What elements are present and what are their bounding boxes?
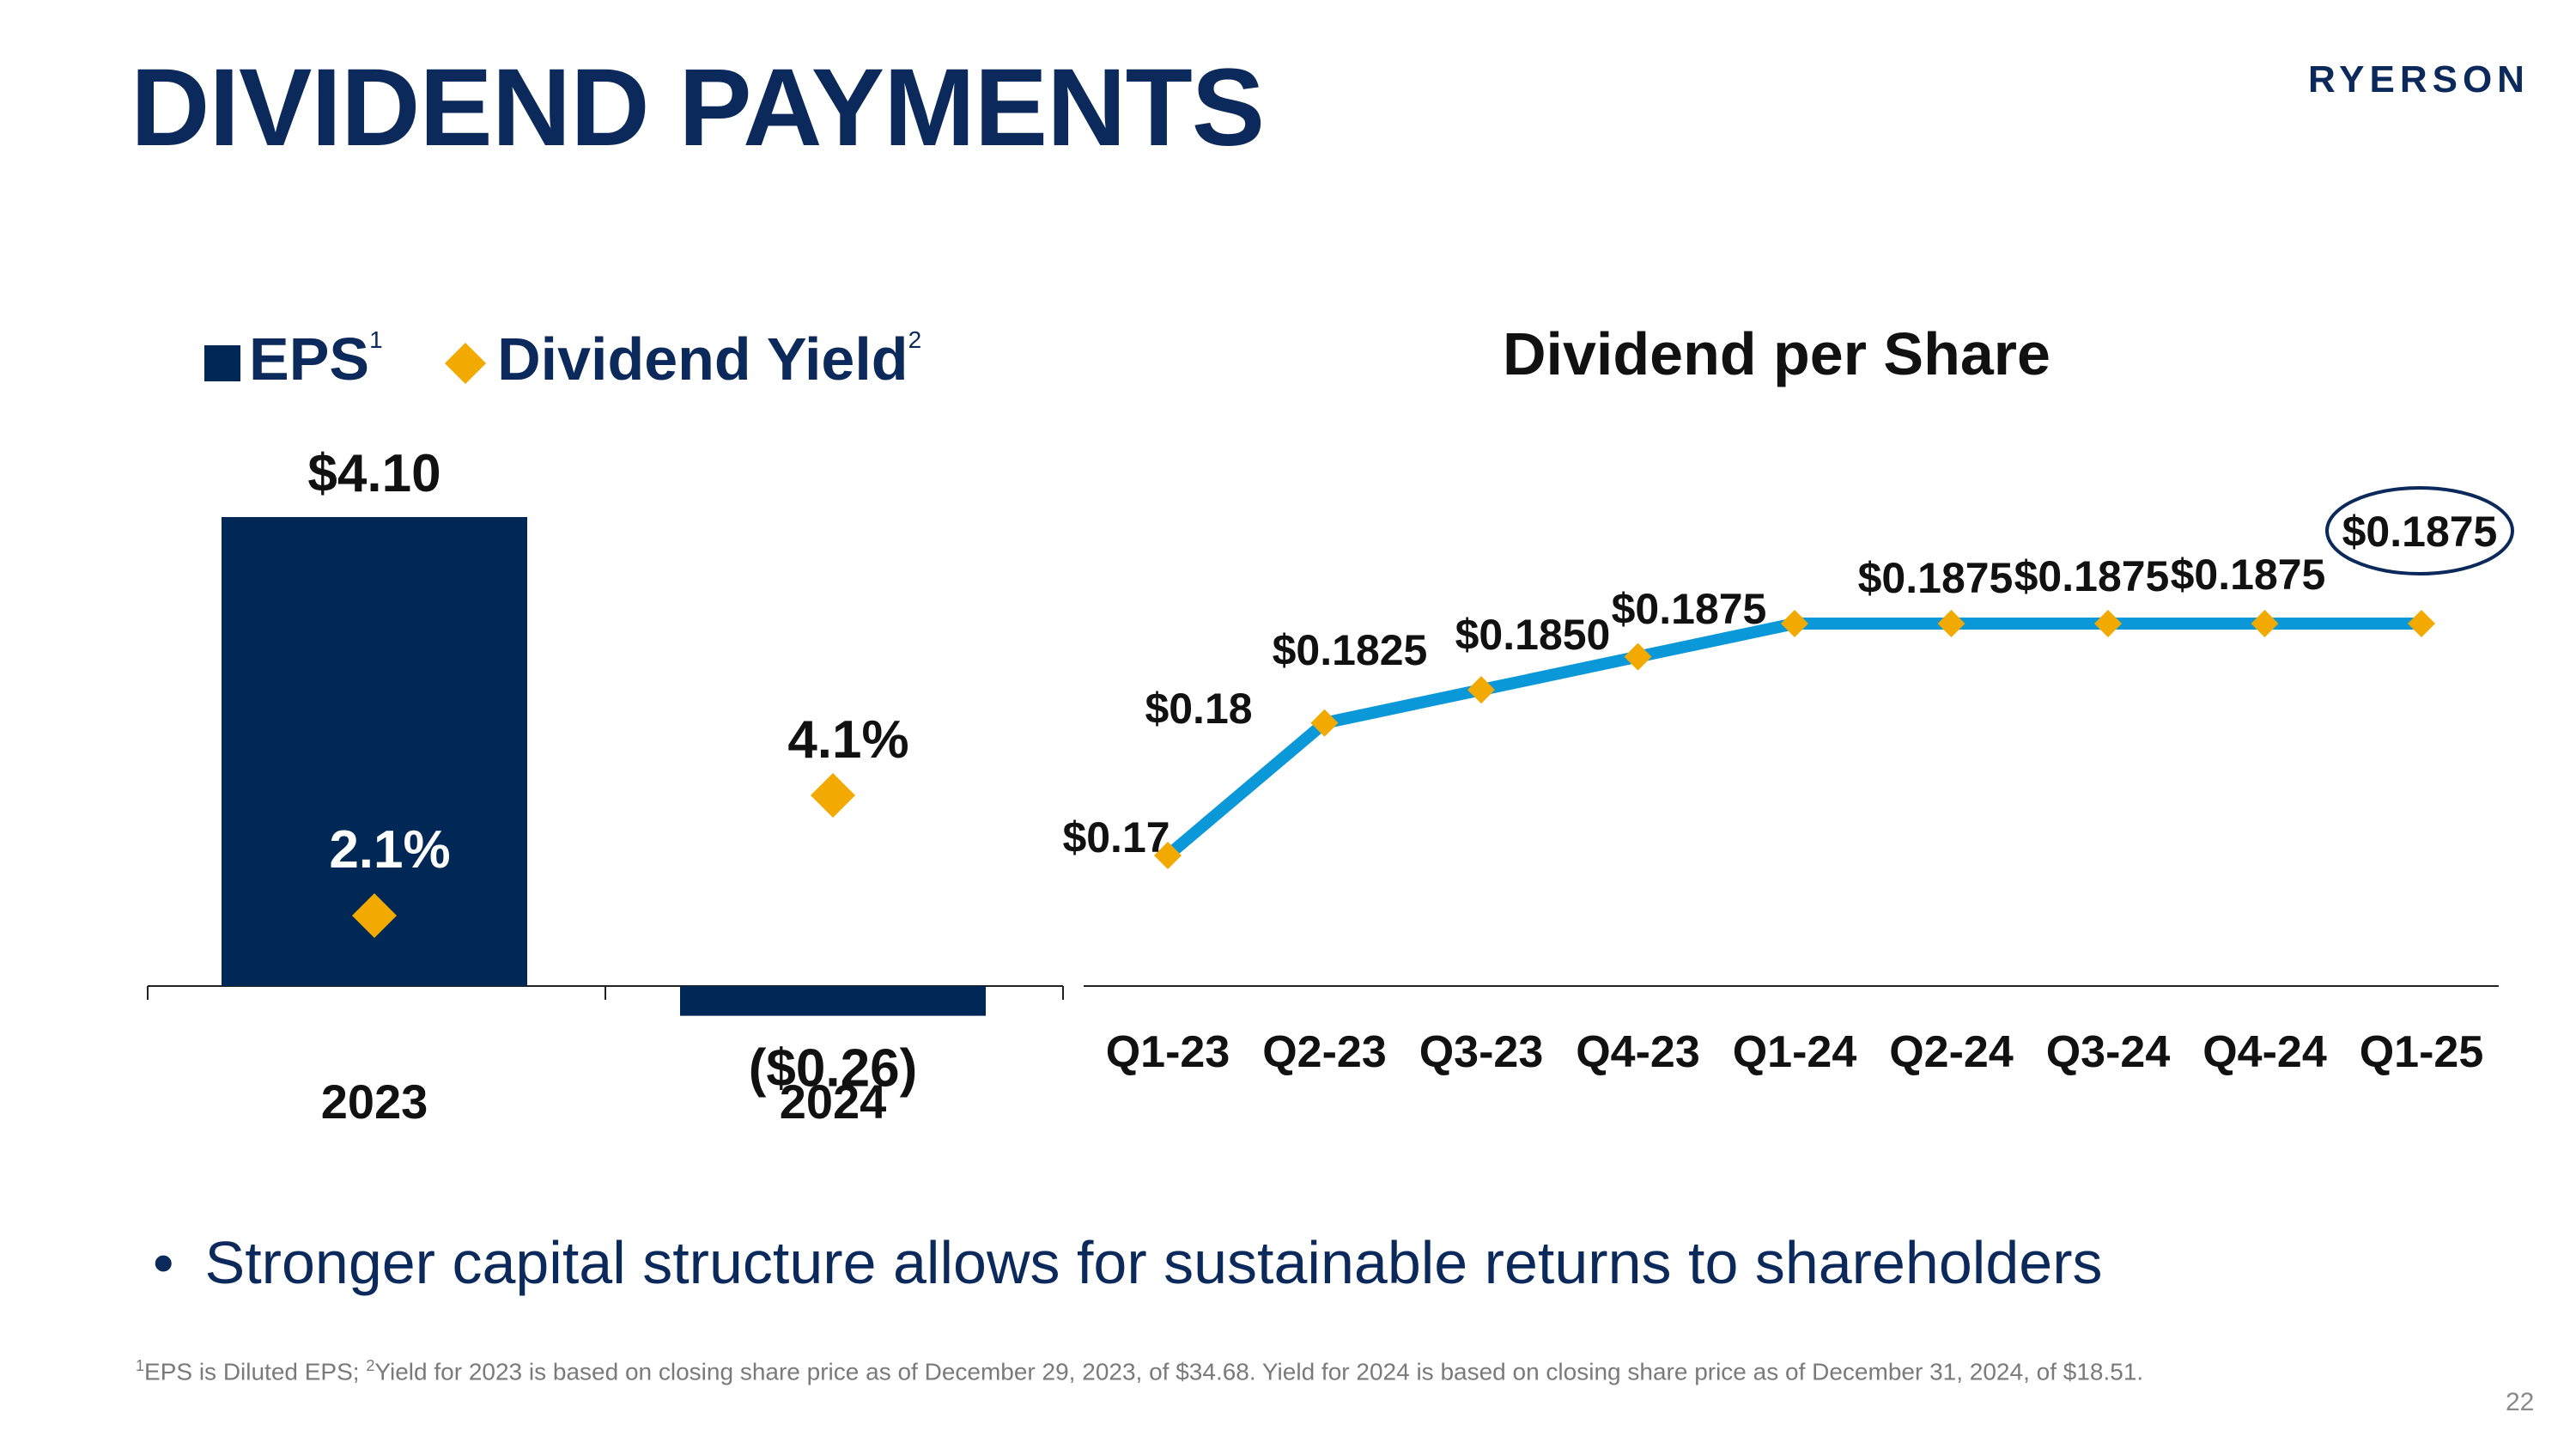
dps-point-Q3-23 xyxy=(1467,676,1495,704)
dps-value-label: $0.1875 xyxy=(2342,508,2498,556)
dps-value-label: $0.1875 xyxy=(1612,585,1767,633)
dps-point-Q2-24 xyxy=(1937,610,1965,637)
ryerson-logo: RYERSON xyxy=(2308,58,2530,100)
footnote-part2: Yield for 2023 is based on closing share… xyxy=(374,1358,2144,1385)
dps-category-label: Q3-23 xyxy=(1419,1027,1544,1077)
yield-diamond-2023 xyxy=(352,893,397,938)
eps-category-label: 2023 xyxy=(321,1075,428,1129)
footnote-part1: EPS is Diluted EPS; xyxy=(144,1358,367,1385)
legend-eps-sup: 1 xyxy=(369,326,383,353)
eps-bar-2024 xyxy=(680,986,986,1016)
bullet-point: • Stronger capital structure allows for s… xyxy=(153,1228,2103,1297)
dps-category-label: Q2-24 xyxy=(1889,1027,2014,1077)
footnote-sup2: 2 xyxy=(366,1357,375,1374)
dps-point-Q4-23 xyxy=(1624,642,1652,671)
dps-category-label: Q1-25 xyxy=(2360,1027,2484,1077)
dps-value-label: $0.18 xyxy=(1145,685,1252,733)
dps-category-label: Q2-23 xyxy=(1262,1027,1387,1077)
dps-value-label: $0.1875 xyxy=(1858,554,2014,602)
dps-point-Q1-25 xyxy=(2408,610,2435,637)
dps-chart-title: Dividend per Share xyxy=(1503,320,2050,387)
footnote-sup1: 1 xyxy=(136,1357,145,1374)
bullet-text: Stronger capital structure allows for su… xyxy=(204,1229,2103,1296)
dps-category-label: Q4-23 xyxy=(1576,1027,1700,1077)
dps-value-label: $0.1825 xyxy=(1273,626,1428,674)
dps-value-label: $0.17 xyxy=(1062,813,1170,861)
yield-diamond-2024 xyxy=(811,773,855,818)
footnote: 1EPS is Diluted EPS; 2Yield for 2023 is … xyxy=(136,1357,2143,1385)
dps-point-Q1-23 xyxy=(1154,842,1182,869)
bullet-icon: • xyxy=(153,1229,174,1296)
eps-value-label: $4.10 xyxy=(307,444,440,503)
eps-category-label: 2024 xyxy=(780,1075,887,1129)
eps-value-label: ($0.26) xyxy=(749,1039,917,1099)
dps-highlight-circle xyxy=(2325,486,2514,575)
legend-yield: Dividend Yield2 xyxy=(399,325,921,393)
eps-yield-legend: EPS1 Dividend Yield2 xyxy=(204,320,921,393)
dps-category-label: Q3-24 xyxy=(2046,1027,2171,1077)
page-number: 22 xyxy=(2506,1388,2535,1416)
legend-eps-label: EPS xyxy=(249,325,370,393)
dps-category-label: Q4-24 xyxy=(2202,1027,2327,1077)
dps-category-label: Q1-24 xyxy=(1733,1027,1857,1077)
legend-yield-sup: 2 xyxy=(908,326,922,353)
dps-point-Q4-24 xyxy=(2251,610,2279,637)
dps-point-Q3-24 xyxy=(2094,610,2122,637)
eps-swatch-icon xyxy=(204,345,240,382)
dps-value-label: $0.1875 xyxy=(2171,551,2326,599)
dps-point-Q1-24 xyxy=(1781,610,1808,637)
dps-point-Q2-23 xyxy=(1310,709,1339,737)
dps-value-label: $0.1875 xyxy=(2014,552,2170,600)
dps-category-label: Q1-23 xyxy=(1106,1027,1230,1077)
legend-eps: EPS1 xyxy=(204,325,383,393)
dps-value-label: $0.1850 xyxy=(1455,611,1611,659)
slide-title: DIVIDEND PAYMENTS xyxy=(131,46,1265,169)
yield-value-label: 2.1% xyxy=(329,820,450,880)
yield-value-label: 4.1% xyxy=(787,710,908,770)
legend-yield-label: Dividend Yield xyxy=(497,325,908,393)
